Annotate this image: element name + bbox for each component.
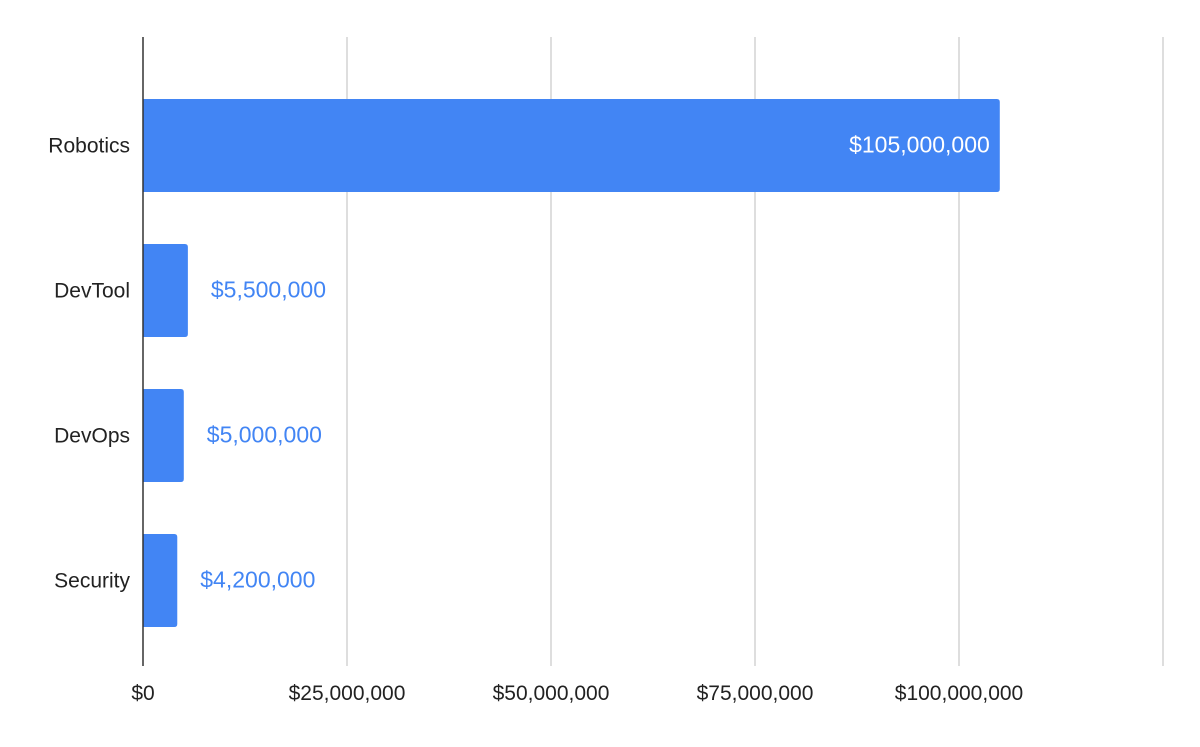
x-tick-label: $25,000,000 xyxy=(289,682,406,705)
bar-robotics xyxy=(143,99,1000,192)
bar-devtool xyxy=(143,244,188,337)
bar-devops xyxy=(143,389,184,482)
x-tick-label: $100,000,000 xyxy=(895,682,1023,705)
x-tick-label: $50,000,000 xyxy=(493,682,610,705)
data-label: $4,200,000 xyxy=(200,567,315,593)
bars xyxy=(143,99,1000,627)
category-label: DevTool xyxy=(54,280,130,303)
labels: $0 $25,000,000 $50,000,000 $75,000,000 $100,… xyxy=(48,132,1023,706)
category-label: Robotics xyxy=(48,135,130,158)
data-label: $5,000,000 xyxy=(207,422,322,448)
category-label: Security xyxy=(54,570,130,593)
category-label: DevOps xyxy=(54,425,130,448)
data-label: $105,000,000 xyxy=(849,132,990,158)
x-tick-label: $75,000,000 xyxy=(697,682,814,705)
bar-security xyxy=(143,534,178,627)
x-tick-label: $0 xyxy=(131,682,154,705)
data-label: $5,500,000 xyxy=(211,277,326,303)
